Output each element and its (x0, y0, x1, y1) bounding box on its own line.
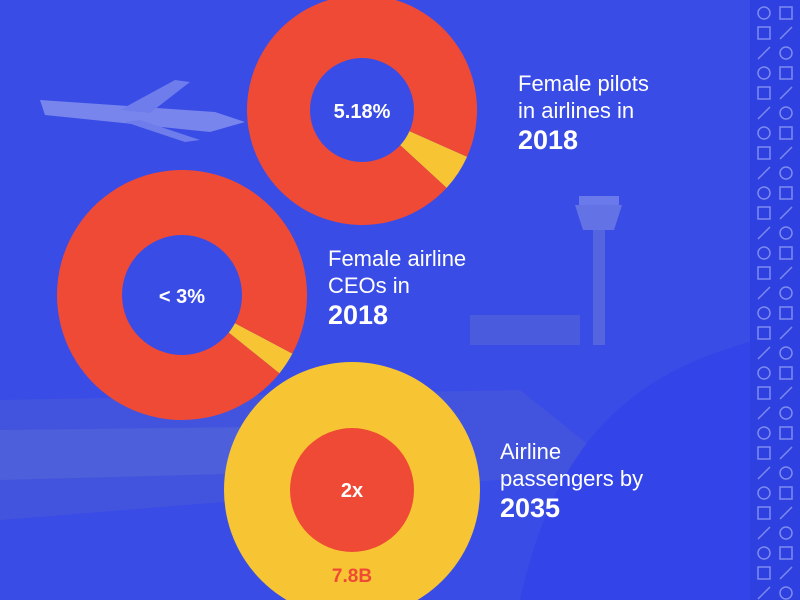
pattern-square-icon (757, 386, 771, 400)
pattern-line-icon (757, 46, 771, 60)
pattern-square-icon (757, 446, 771, 460)
caption-year: 2018 (328, 300, 389, 330)
airplane-icon (40, 80, 245, 142)
pattern-line-icon (779, 446, 793, 460)
pattern-square-icon (779, 366, 793, 380)
pattern-square-icon (757, 206, 771, 220)
pattern-circle-icon (757, 366, 771, 380)
pattern-circle-icon (779, 226, 793, 240)
pattern-line-icon (757, 226, 771, 240)
donut-1-hole (122, 235, 242, 355)
caption-airline-passengers: Airline passengers by 2035 (500, 438, 643, 524)
pattern-square-icon (757, 86, 771, 100)
pattern-square-icon (779, 246, 793, 260)
pattern-line-icon (757, 166, 771, 180)
pattern-square-icon (757, 506, 771, 520)
pattern-circle-icon (779, 346, 793, 360)
donut-0-center-label: 5.18% (334, 101, 391, 123)
pattern-square-icon (779, 66, 793, 80)
pattern-square-icon (779, 546, 793, 560)
caption-line-1: Female pilots (518, 71, 649, 96)
pattern-line-icon (757, 526, 771, 540)
pattern-square-icon (757, 146, 771, 160)
caption-line-2: CEOs in (328, 273, 410, 298)
pattern-line-icon (779, 206, 793, 220)
caption-year: 2018 (518, 125, 579, 155)
pattern-circle-icon (757, 6, 771, 20)
outer-circle-label: 7.8B (332, 566, 372, 587)
pattern-circle-icon (779, 106, 793, 120)
caption-year: 2035 (500, 493, 561, 523)
pattern-circle-icon (757, 306, 771, 320)
pattern-line-icon (779, 26, 793, 40)
pattern-line-icon (779, 86, 793, 100)
pattern-circle-icon (779, 46, 793, 60)
pattern-line-icon (757, 286, 771, 300)
pattern-circle-icon (779, 286, 793, 300)
pattern-circle-icon (757, 426, 771, 440)
pattern-square-icon (779, 6, 793, 20)
pattern-square-icon (779, 306, 793, 320)
pattern-square-icon (757, 266, 771, 280)
pattern-circle-icon (779, 166, 793, 180)
pattern-circle-icon (757, 66, 771, 80)
donut-0-hole (310, 58, 414, 162)
pattern-line-icon (779, 386, 793, 400)
pattern-circle-icon (779, 466, 793, 480)
caption-line-1: Female airline (328, 246, 467, 271)
pattern-line-icon (757, 106, 771, 120)
control-tower-icon (575, 196, 622, 345)
pattern-circle-icon (757, 186, 771, 200)
pattern-square-icon (779, 486, 793, 500)
pattern-line-icon (757, 466, 771, 480)
right-curve-panel (520, 330, 800, 600)
pattern-square-icon (757, 566, 771, 580)
pattern-strip (750, 0, 800, 600)
pattern-circle-icon (779, 586, 793, 600)
inner-circle-growth (290, 428, 414, 552)
caption-female-pilots: Female pilots in airlines in 2018 (518, 70, 649, 156)
pattern-line-icon (779, 566, 793, 580)
pattern-line-icon (757, 346, 771, 360)
pattern-line-icon (779, 506, 793, 520)
pattern-line-icon (779, 146, 793, 160)
pattern-square-icon (757, 326, 771, 340)
pattern-circle-icon (757, 486, 771, 500)
pattern-circle-icon (757, 246, 771, 260)
caption-line-1: Airline (500, 439, 562, 464)
pattern-circle-icon (757, 126, 771, 140)
pattern-square-icon (757, 26, 771, 40)
caption-line-2: in airlines in (518, 98, 635, 123)
inner-circle-label: 2x (341, 480, 363, 502)
caption-female-ceos: Female airline CEOs in 2018 (328, 245, 466, 331)
pattern-square-icon (779, 426, 793, 440)
pattern-line-icon (757, 406, 771, 420)
pattern-square-icon (779, 126, 793, 140)
pattern-circle-icon (779, 526, 793, 540)
donut-1-center-label: < 3% (159, 286, 205, 308)
caption-line-2: passengers by (500, 466, 644, 491)
pattern-line-icon (779, 266, 793, 280)
pattern-circle-icon (757, 546, 771, 560)
pattern-line-icon (779, 326, 793, 340)
pattern-square-icon (779, 186, 793, 200)
pattern-circle-icon (779, 406, 793, 420)
pattern-line-icon (757, 586, 771, 600)
